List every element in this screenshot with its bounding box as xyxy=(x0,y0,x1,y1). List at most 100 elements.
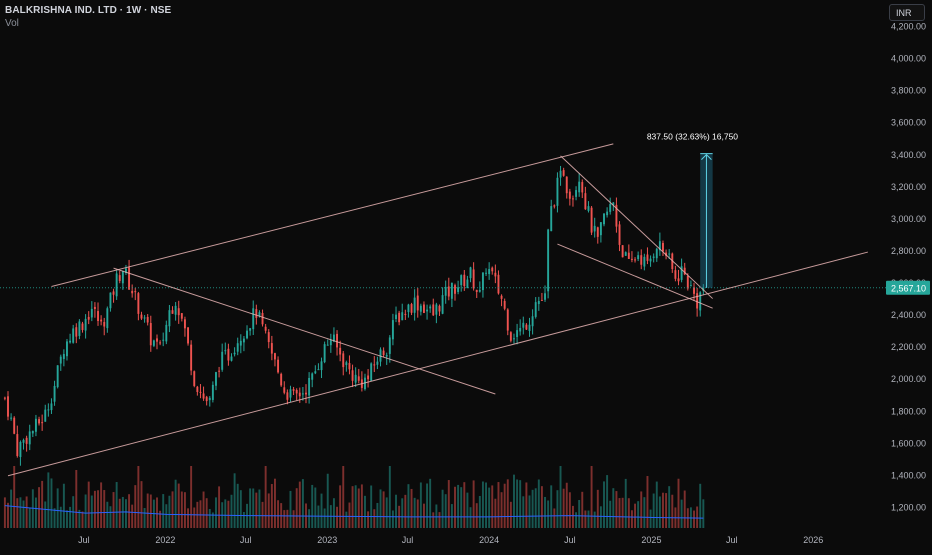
candle-body xyxy=(565,176,568,194)
trendline[interactable] xyxy=(7,251,868,477)
candle-body xyxy=(72,328,75,343)
volume-bar xyxy=(236,483,239,528)
volume-bar xyxy=(59,506,62,528)
candle-body xyxy=(10,417,13,419)
candle-body xyxy=(385,355,388,357)
volume-bar xyxy=(205,498,208,528)
candle-body xyxy=(205,396,208,402)
volume-bar xyxy=(599,506,602,528)
candle-body xyxy=(435,304,438,315)
volume-bar xyxy=(202,491,205,528)
candle-body xyxy=(419,305,422,312)
volume-bar xyxy=(559,466,562,528)
candle-body xyxy=(354,374,357,383)
candle-body xyxy=(3,397,6,399)
candle-body xyxy=(53,385,56,402)
volume-bar xyxy=(215,497,217,528)
volume-bar xyxy=(401,498,404,528)
volume-bar xyxy=(218,486,221,528)
volume-bar xyxy=(609,500,612,528)
trendline[interactable] xyxy=(113,267,496,395)
candle-body xyxy=(308,377,311,396)
volume-bar xyxy=(81,511,84,528)
volume-bar xyxy=(475,503,478,528)
candle-body xyxy=(370,363,373,381)
volume-bar xyxy=(550,485,553,528)
volume-bar xyxy=(640,491,643,528)
candle-body xyxy=(208,397,211,401)
volume-bar xyxy=(336,506,339,528)
volume-bar xyxy=(22,500,25,528)
candle-body xyxy=(668,253,671,255)
trendline[interactable] xyxy=(557,243,713,309)
x-tick-label: 2022 xyxy=(155,535,175,545)
volume-bar xyxy=(317,505,320,528)
candle-body xyxy=(236,343,239,352)
candle-body xyxy=(379,349,382,362)
volume-bar xyxy=(677,478,680,528)
candle-body xyxy=(395,314,397,320)
volume-bar xyxy=(575,512,578,528)
candle-body xyxy=(391,320,394,340)
volume-bar xyxy=(649,509,652,528)
volume-bar xyxy=(360,484,363,528)
candle-body xyxy=(258,312,261,317)
volume-bar xyxy=(544,496,546,528)
candle-body xyxy=(146,316,149,323)
y-tick-label: 1,200.00 xyxy=(891,503,926,513)
trendline[interactable] xyxy=(560,155,713,299)
candle-body xyxy=(522,322,525,328)
volume-bar xyxy=(646,476,649,528)
volume-bar xyxy=(66,510,68,528)
volume-bar xyxy=(190,466,193,528)
candle-body xyxy=(630,258,633,260)
volume-bar xyxy=(159,510,162,528)
volume-bar xyxy=(391,510,394,528)
volume-bar xyxy=(556,490,559,528)
volume-bar xyxy=(97,490,99,528)
volume-bar xyxy=(187,508,190,528)
volume-bar xyxy=(469,507,472,528)
candle-body xyxy=(66,341,68,357)
y-tick-label: 2,200.00 xyxy=(891,342,926,352)
candle-body xyxy=(69,340,72,343)
candle-body xyxy=(249,328,252,331)
candle-body xyxy=(407,304,410,313)
candle-body xyxy=(305,392,307,395)
candle-body xyxy=(373,364,376,366)
candle-body xyxy=(218,370,221,372)
y-tick-label: 4,000.00 xyxy=(891,54,926,64)
candle-body xyxy=(314,371,317,374)
volume-bar xyxy=(438,512,441,528)
volume-bar xyxy=(578,499,581,528)
candle-body xyxy=(180,313,183,319)
volume-bar xyxy=(528,495,531,528)
candle-body xyxy=(56,365,59,388)
candle-body xyxy=(152,340,155,346)
volume-bar xyxy=(534,488,537,528)
volume-bar xyxy=(298,481,301,528)
measure-arrow-head xyxy=(701,153,712,160)
volume-bar xyxy=(540,486,543,528)
candle-body xyxy=(621,245,624,258)
candle-body xyxy=(466,279,469,289)
volume-bar xyxy=(56,488,59,528)
x-tick-label: Jul xyxy=(402,535,414,545)
volume-bar xyxy=(168,495,171,528)
volume-bar xyxy=(118,498,121,528)
candle-body xyxy=(199,391,202,393)
volume-bar xyxy=(193,507,196,528)
x-tick-label: 2023 xyxy=(317,535,337,545)
volume-bar xyxy=(128,494,131,528)
volume-bar xyxy=(531,489,534,528)
candle-body xyxy=(84,318,87,331)
volume-bar xyxy=(630,510,633,528)
trendline[interactable] xyxy=(51,143,614,288)
candle-body xyxy=(662,243,664,252)
volume-bar xyxy=(146,493,149,528)
volume-bar xyxy=(270,484,273,528)
currency-button[interactable]: INR xyxy=(889,4,925,21)
candle-body xyxy=(103,322,106,327)
